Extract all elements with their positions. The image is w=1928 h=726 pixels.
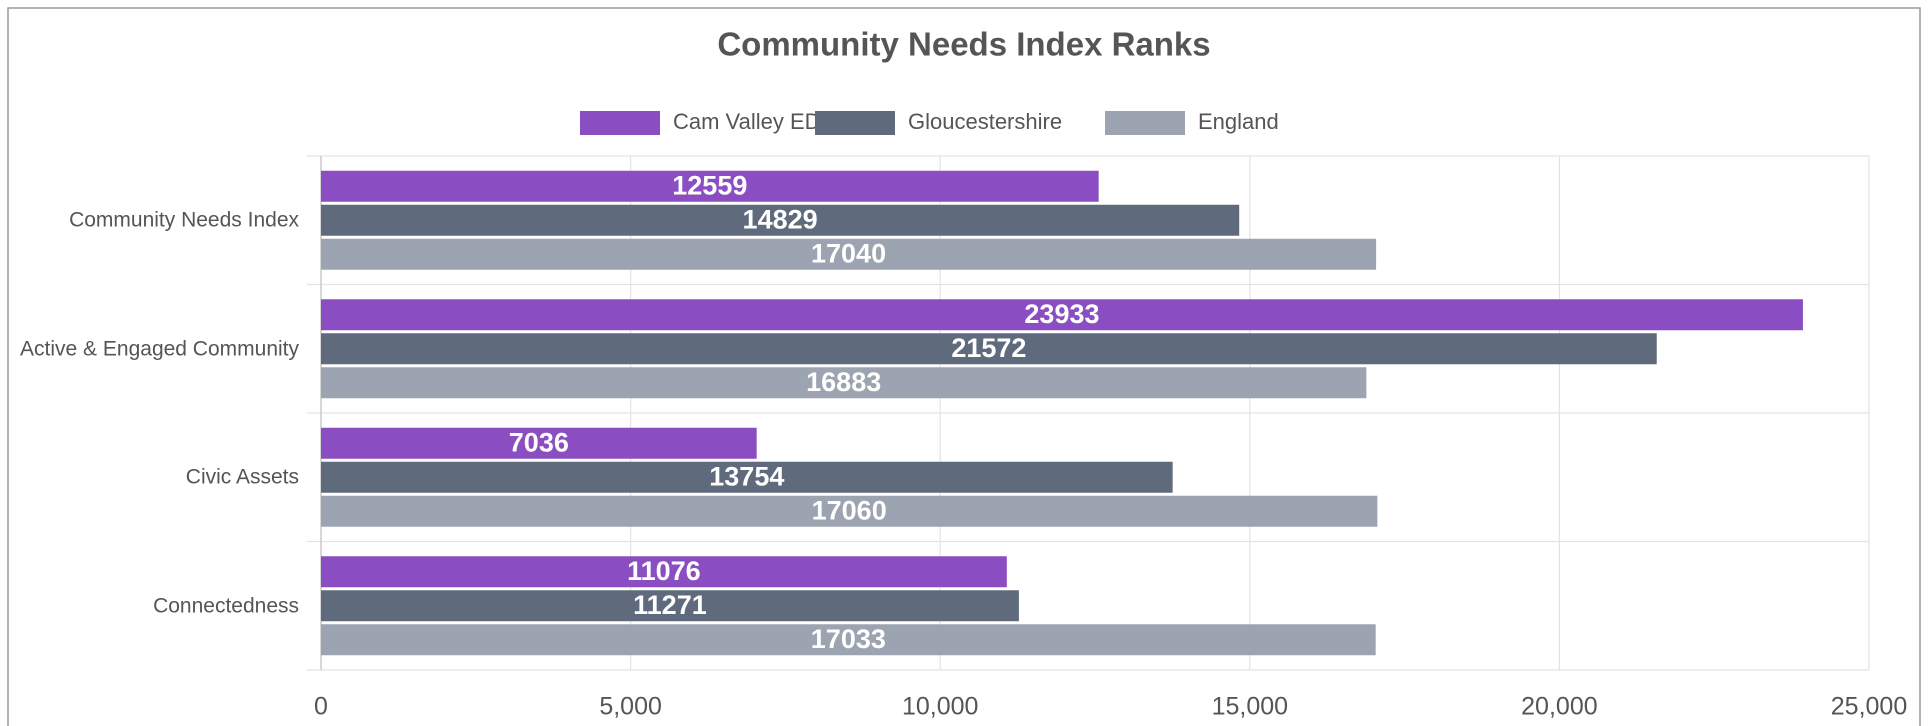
data-label: 23933: [1024, 299, 1099, 329]
bar: [321, 204, 1240, 236]
bar: [321, 333, 1657, 365]
chart-title: Community Needs Index Ranks: [717, 26, 1210, 63]
legend-label: England: [1198, 109, 1279, 134]
legend-label: Cam Valley ED: [673, 109, 821, 134]
data-label: 11076: [627, 556, 701, 586]
x-tick-label: 15,000: [1212, 693, 1288, 721]
data-label: 21572: [951, 333, 1026, 363]
data-label: 12559: [672, 170, 747, 200]
data-label: 17033: [811, 624, 886, 654]
data-label: 16883: [806, 367, 881, 397]
bar: [321, 299, 1803, 331]
bar: [321, 461, 1173, 493]
data-label: 14829: [743, 204, 818, 234]
data-label: 13754: [709, 461, 784, 491]
frame: [7, 7, 1921, 726]
x-tick-label: 25,000: [1831, 693, 1907, 721]
bar: [321, 367, 1367, 399]
legend-swatch: [815, 111, 895, 135]
bar: [321, 427, 757, 459]
y-tick-label: Civic Assets: [185, 465, 299, 489]
y-tick-label: Connectedness: [153, 594, 299, 618]
bar: [321, 238, 1377, 270]
y-tick-label: Community Needs Index: [69, 208, 299, 232]
bar: [321, 624, 1376, 656]
data-label: 11271: [633, 590, 707, 620]
legend-label: Gloucestershire: [908, 109, 1062, 134]
y-tick-label: Active & Engaged Community: [20, 337, 299, 361]
bar: [321, 170, 1099, 202]
data-label: 17060: [812, 495, 887, 525]
legend-swatch: [580, 111, 660, 135]
data-label: 17040: [811, 238, 886, 268]
x-tick-label: 10,000: [902, 693, 978, 721]
data-label: 7036: [509, 427, 569, 457]
bar: [321, 495, 1378, 527]
x-tick-label: 5,000: [599, 693, 662, 721]
bar: [321, 590, 1019, 622]
x-tick-label: 0: [314, 693, 328, 721]
legend-swatch: [1105, 111, 1185, 135]
bar: [321, 556, 1007, 588]
x-tick-label: 20,000: [1521, 693, 1597, 721]
